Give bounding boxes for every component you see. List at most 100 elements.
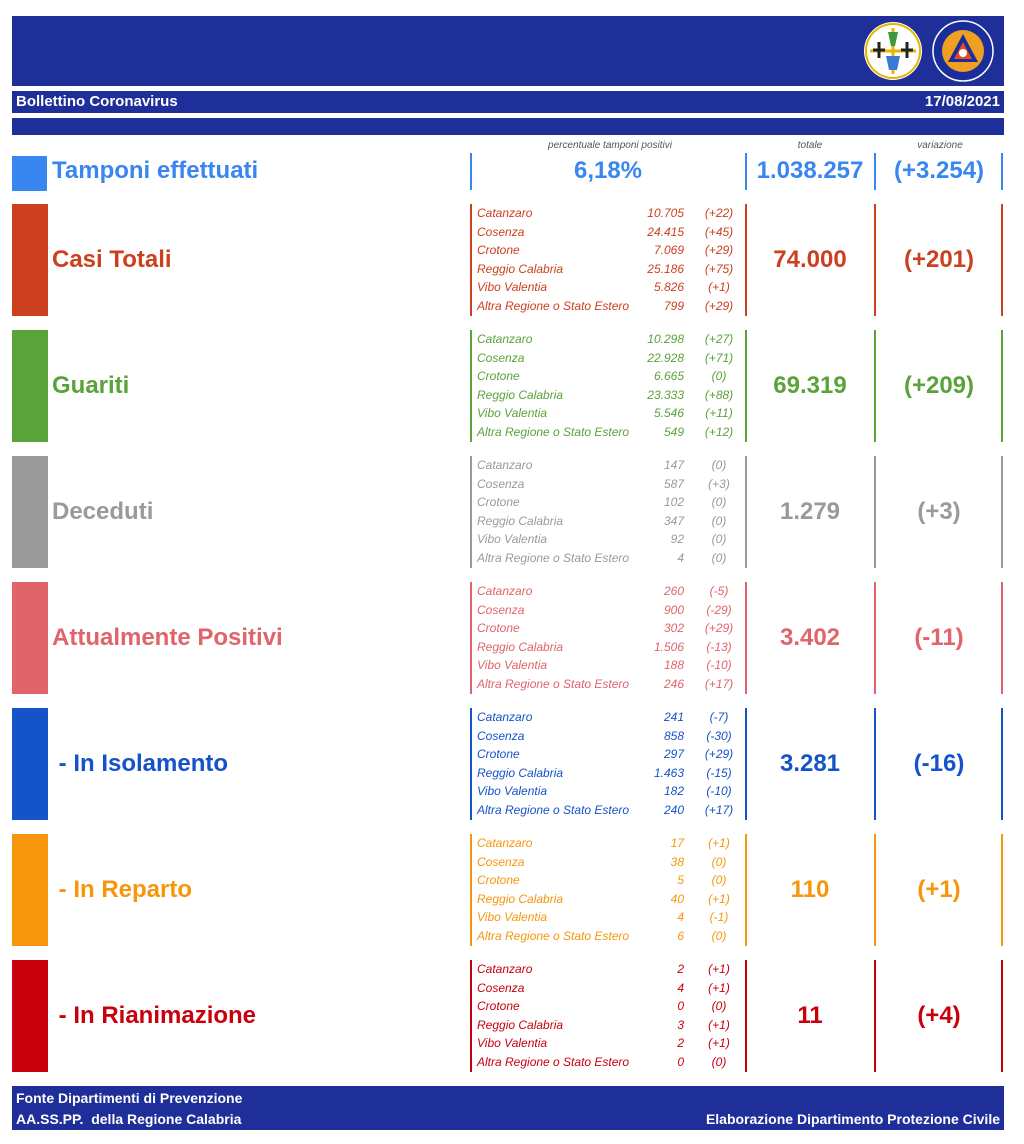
province-value: 24.415 (647, 224, 684, 239)
guariti-divider-3 (874, 330, 876, 442)
in-isolamento-divider-4 (1001, 708, 1003, 820)
header-divider-bar (12, 118, 1004, 135)
province-variation: (-1) (709, 910, 729, 925)
province-variation: (0) (711, 513, 727, 528)
attualmente-positivi-color-bar (12, 582, 48, 694)
province-name: Crotone (477, 999, 520, 1014)
province-name: Vibo Valentia (477, 910, 548, 925)
province-name: Cosenza (477, 350, 525, 365)
tamponi-divider-1 (470, 153, 472, 190)
province-variation: (+1) (708, 280, 730, 295)
province-name: Catanzaro (477, 836, 533, 850)
province-value: 147 (663, 458, 684, 472)
province-name: Crotone (477, 243, 520, 258)
province-variation: (0) (711, 495, 727, 510)
province-variation: (+29) (704, 747, 734, 762)
province-name: Reggio Calabria (477, 1017, 564, 1032)
attualmente-positivi-total: 3.402 (779, 624, 841, 651)
province-variation: (0) (711, 551, 727, 565)
in-reparto-total: 110 (790, 876, 830, 903)
tamponi-title: Tamponi effettuati (52, 157, 259, 184)
province-name: Crotone (477, 621, 520, 636)
in-reparto-divider-1 (470, 834, 472, 946)
province-value: 302 (663, 621, 684, 636)
province-value: 587 (663, 476, 684, 491)
province-value: 5.546 (653, 406, 684, 421)
guariti-total: 69.319 (773, 372, 847, 399)
province-variation: (+3) (708, 476, 730, 491)
province-variation: (+22) (704, 206, 734, 220)
province-variation: (0) (711, 873, 727, 888)
in-rianimazione-color-bar (12, 960, 48, 1072)
attualmente-positivi-divider-4 (1001, 582, 1003, 694)
deceduti-divider-4 (1001, 456, 1003, 568)
province-value: 17 (670, 836, 684, 850)
province-name: Reggio Calabria (477, 639, 564, 654)
province-value: 40 (670, 891, 684, 906)
province-value: 3 (677, 1017, 684, 1032)
in-rianimazione-variation: (+4) (917, 1002, 961, 1029)
province-value: 347 (663, 513, 684, 528)
province-value: 900 (663, 602, 684, 617)
deceduti-title: Deceduti (52, 498, 154, 525)
tamponi-variation: (+3.254) (893, 157, 985, 184)
province-value: 260 (663, 584, 684, 598)
province-value: 92 (670, 532, 684, 547)
variation-column-header: variazione (917, 140, 963, 151)
province-name: Cosenza (477, 602, 525, 617)
province-variation: (0) (711, 854, 727, 869)
province-variation: (+1) (708, 962, 730, 976)
province-name: Crotone (477, 495, 520, 510)
in-rianimazione-divider-1 (470, 960, 472, 1072)
province-variation: (+45) (704, 224, 734, 239)
total-column-header: totale (797, 140, 823, 151)
province-value: 2 (677, 1036, 684, 1051)
in-isolamento-divider-1 (470, 708, 472, 820)
province-value: 10.298 (647, 332, 684, 346)
province-value: 246 (663, 677, 684, 691)
deceduti-divider-1 (470, 456, 472, 568)
province-value: 7.069 (653, 243, 684, 258)
province-variation: (+29) (704, 299, 734, 313)
in-reparto-divider-3 (874, 834, 876, 946)
province-value: 188 (663, 658, 684, 673)
in-isolamento-variation: (-16) (913, 750, 965, 777)
deceduti-divider-3 (874, 456, 876, 568)
province-name: Crotone (477, 873, 520, 888)
guariti-color-bar (12, 330, 48, 442)
deceduti-total: 1.279 (779, 498, 841, 525)
tamponi-divider-2 (745, 153, 747, 190)
tamponi-color-swatch (12, 156, 47, 191)
province-value: 10.705 (647, 206, 684, 220)
province-name: Vibo Valentia (477, 406, 548, 421)
province-value: 4 (677, 980, 684, 995)
guariti-divider-1 (470, 330, 472, 442)
province-variation: (+75) (704, 261, 734, 276)
header-title-bar (12, 91, 1004, 113)
province-name: Catanzaro (477, 458, 533, 472)
tamponi-total: 1.038.257 (756, 157, 864, 184)
province-variation: (-5) (709, 584, 729, 598)
in-rianimazione-divider-4 (1001, 960, 1003, 1072)
casi-totali-title: Casi Totali (52, 246, 172, 273)
province-name: Catanzaro (477, 332, 533, 346)
province-value: 38 (670, 854, 684, 869)
province-variation: (+71) (704, 350, 734, 365)
bulletin-title: Bollettino Coronavirus (16, 93, 178, 110)
province-value: 23.333 (647, 387, 684, 402)
province-value: 4 (677, 910, 684, 925)
province-variation: (-10) (706, 784, 732, 799)
footer-banner (12, 1086, 1004, 1130)
province-variation: (-30) (706, 728, 732, 743)
casi-totali-divider-3 (874, 204, 876, 316)
province-variation: (+11) (705, 406, 733, 421)
in-isolamento-total: 3.281 (779, 750, 841, 777)
province-value: 799 (663, 299, 684, 313)
province-variation: (+1) (708, 980, 730, 995)
deceduti-color-bar (12, 456, 48, 568)
province-variation: (+88) (704, 387, 734, 402)
attualmente-positivi-title: Attualmente Positivi (52, 624, 283, 651)
province-value: 25.186 (647, 261, 684, 276)
province-variation: (0) (711, 929, 727, 943)
in-isolamento-color-bar (12, 708, 48, 820)
